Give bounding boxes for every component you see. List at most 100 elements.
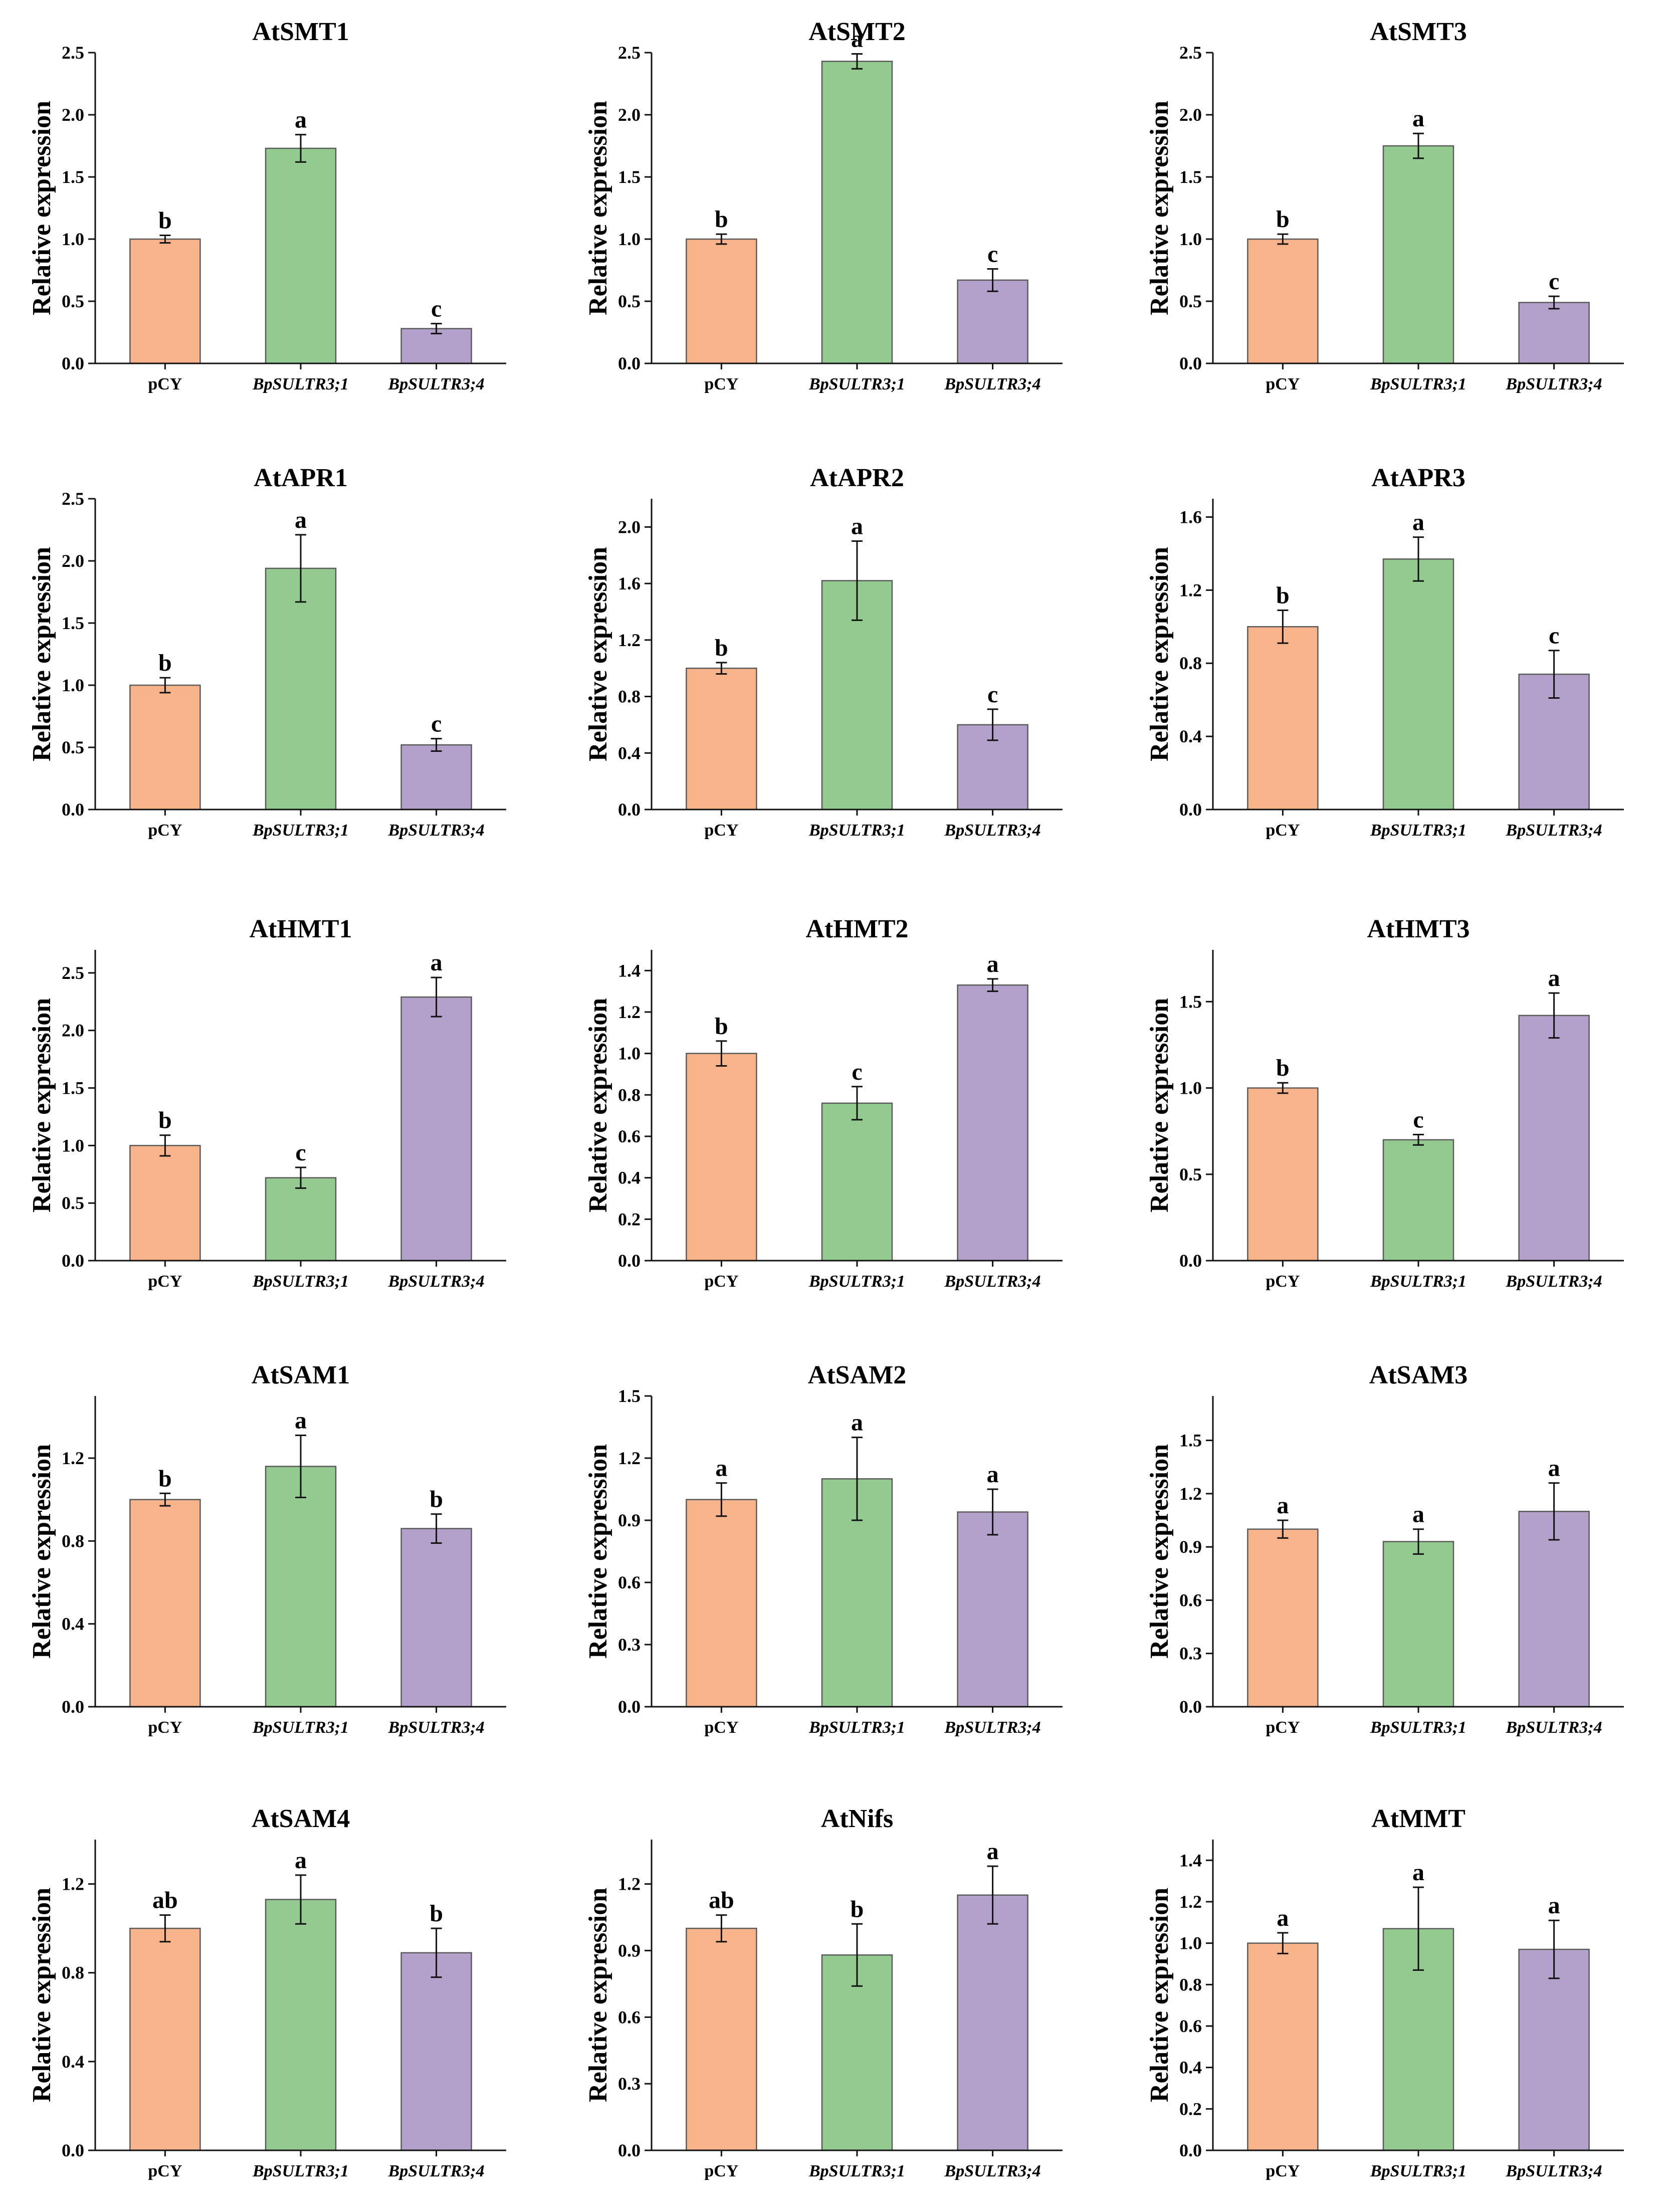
y-tick-label: 0.5 — [62, 291, 84, 311]
significance-letter: c — [987, 681, 998, 708]
y-tick-label: 1.2 — [618, 1002, 641, 1022]
significance-letter: b — [158, 208, 172, 234]
significance-letter: b — [158, 1107, 172, 1134]
bar-bpsultr3-4 — [1518, 302, 1590, 364]
significance-letter: c — [295, 1139, 306, 1166]
significance-letter: b — [430, 1900, 443, 1927]
y-tick-label: 0.5 — [62, 737, 84, 757]
x-tick-label: BpSULTR3;4 — [944, 2162, 1041, 2180]
significance-letter: a — [1412, 509, 1424, 536]
bar-bpsultr3-1 — [265, 1177, 337, 1262]
chart-title: AtHMT2 — [805, 915, 908, 943]
x-tick-label: BpSULTR3;4 — [944, 821, 1041, 840]
y-tick-label: 2.0 — [618, 517, 641, 537]
y-tick-label: 1.2 — [1179, 580, 1202, 600]
x-tick-label: BpSULTR3;1 — [252, 1272, 349, 1291]
y-tick-label: 1.2 — [62, 1448, 84, 1468]
y-tick-label: 0.0 — [618, 799, 641, 820]
x-tick-label: BpSULTR3;1 — [808, 821, 905, 840]
y-tick-label: 1.2 — [618, 1874, 641, 1894]
bar-bpsultr3-4 — [957, 279, 1028, 364]
x-tick-label: BpSULTR3;1 — [808, 1718, 905, 1737]
x-tick-label: pCY — [704, 2162, 738, 2180]
x-tick-label: pCY — [148, 821, 182, 840]
chart-panel-atnifs: AtNifs Relative expression ab pCY b BpSULTR3;… — [584, 1804, 1063, 2180]
x-tick-label: BpSULTR3;4 — [1506, 1718, 1602, 1737]
chart-panel-atsmt2: AtSMT2 Relative expression b pCY a BpSULTR3;1… — [584, 18, 1063, 393]
y-tick-label: 0.8 — [1179, 653, 1202, 673]
y-axis-label: Relative expression — [28, 101, 56, 315]
chart-panel-atsam2: AtSAM2 Relative expression a pCY a BpSULTR3;1… — [584, 1361, 1063, 1737]
bar-pcy — [1247, 238, 1319, 364]
y-tick-label: 1.5 — [618, 167, 641, 187]
x-tick-label: pCY — [1266, 1272, 1300, 1291]
y-tick-label: 0.0 — [618, 2140, 641, 2160]
x-tick-label: BpSULTR3;1 — [808, 1272, 905, 1291]
x-tick-label: BpSULTR3;1 — [252, 375, 349, 393]
y-tick-label: 1.5 — [1179, 991, 1202, 1012]
y-tick-label: 0.0 — [618, 1697, 641, 1717]
x-tick-label: pCY — [148, 2162, 182, 2180]
bar-bpsultr3-1 — [1382, 1139, 1454, 1262]
x-tick-label: pCY — [704, 821, 738, 840]
y-tick-label: 2.5 — [1179, 43, 1202, 63]
y-tick-label: 0.5 — [62, 1193, 84, 1213]
y-tick-label: 0.6 — [1179, 1590, 1202, 1610]
x-tick-label: pCY — [148, 1272, 182, 1291]
chart-title: AtSAM3 — [1369, 1361, 1468, 1389]
bar-bpsultr3-4 — [957, 1511, 1028, 1708]
y-tick-label: 0.2 — [1179, 2099, 1202, 2119]
y-tick-label: 0.0 — [62, 353, 84, 373]
x-tick-label: BpSULTR3;1 — [252, 821, 349, 840]
y-tick-label: 0.3 — [618, 1635, 641, 1655]
y-tick-label: 1.6 — [618, 573, 641, 593]
chart-title: AtAPR2 — [810, 464, 904, 492]
y-tick-label: 0.4 — [62, 1614, 84, 1634]
significance-letter: b — [1276, 1055, 1290, 1081]
x-tick-label: BpSULTR3;4 — [388, 1272, 485, 1291]
x-tick-label: BpSULTR3;1 — [1370, 2162, 1466, 2180]
y-axis-label: Relative expression — [584, 547, 612, 761]
y-tick-label: 1.0 — [62, 1135, 84, 1155]
bar-pcy — [129, 1145, 201, 1262]
significance-letter: a — [851, 513, 863, 540]
y-tick-label: 0.5 — [618, 291, 641, 311]
y-axis-label: Relative expression — [584, 998, 612, 1213]
bar-bpsultr3-1 — [821, 61, 893, 364]
x-tick-label: BpSULTR3;4 — [1506, 1272, 1602, 1291]
y-tick-label: 0.6 — [618, 1126, 641, 1146]
y-axis-label: Relative expression — [28, 1444, 56, 1659]
chart-panel-atsam3: AtSAM3 Relative expression a pCY a BpSULTR3;1… — [1145, 1361, 1624, 1737]
y-tick-label: 0.0 — [1179, 1251, 1202, 1271]
y-tick-label: 0.5 — [1179, 1164, 1202, 1184]
chart-title: AtAPR3 — [1371, 464, 1465, 492]
bar-bpsultr3-1 — [821, 1954, 893, 2151]
y-tick-label: 0.4 — [62, 2052, 84, 2072]
significance-letter: c — [852, 1059, 862, 1085]
bar-bpsultr3-1 — [821, 1102, 893, 1262]
significance-letter: ab — [709, 1887, 734, 1914]
x-tick-label: pCY — [1266, 821, 1300, 840]
bar-bpsultr3-1 — [265, 1899, 337, 2151]
y-tick-label: 0.0 — [62, 2140, 84, 2160]
significance-letter: b — [158, 650, 172, 676]
bar-bpsultr3-4 — [400, 996, 472, 1262]
significance-letter: b — [715, 206, 728, 233]
x-tick-label: pCY — [704, 1272, 738, 1291]
y-axis-label: Relative expression — [584, 1444, 612, 1659]
bar-bpsultr3-1 — [265, 567, 337, 811]
y-tick-label: 0.9 — [1179, 1537, 1202, 1557]
x-tick-label: BpSULTR3;4 — [1506, 375, 1602, 393]
significance-letter: a — [715, 1455, 727, 1482]
x-tick-label: BpSULTR3;4 — [944, 375, 1041, 393]
significance-letter: a — [295, 1407, 307, 1434]
y-tick-label: 2.5 — [62, 43, 84, 63]
y-tick-label: 0.8 — [618, 1085, 641, 1105]
x-tick-label: BpSULTR3;1 — [1370, 375, 1466, 393]
y-tick-label: 1.5 — [1179, 1431, 1202, 1451]
x-tick-label: BpSULTR3;4 — [388, 1718, 485, 1737]
y-tick-label: 0.4 — [1179, 2058, 1202, 2078]
x-tick-label: pCY — [148, 375, 182, 393]
y-tick-label: 1.4 — [1179, 1850, 1202, 1870]
y-tick-label: 0.0 — [618, 353, 641, 373]
